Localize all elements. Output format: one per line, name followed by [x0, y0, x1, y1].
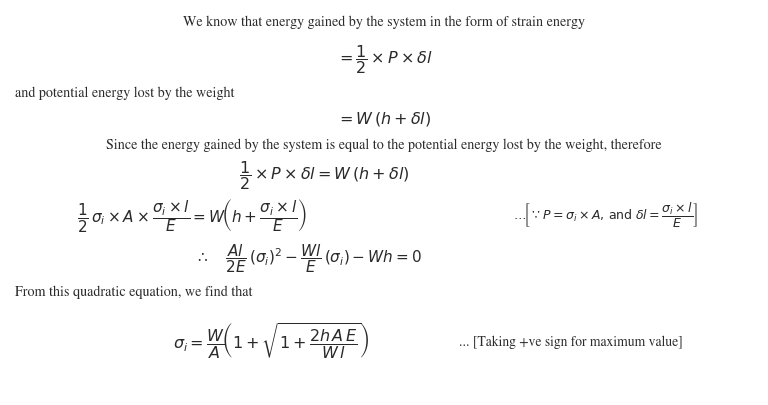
Text: From this quadratic equation, we find that: From this quadratic equation, we find th…: [15, 285, 253, 298]
Text: $\dfrac{1}{2}\,\sigma_i \times A \times \dfrac{\sigma_i \times l}{E} = W\!\left(: $\dfrac{1}{2}\,\sigma_i \times A \times …: [77, 197, 307, 234]
Text: and potential energy lost by the weight: and potential energy lost by the weight: [15, 87, 235, 100]
Text: $\sigma_i = \dfrac{W}{A}\!\left(1 + \sqrt{1 + \dfrac{2h\,A\,E}{W\,l}}\right)$: $\sigma_i = \dfrac{W}{A}\!\left(1 + \sqr…: [173, 322, 369, 361]
Text: $\ldots\!\left[\because P = \sigma_i \times A,\,\text{and}\;\delta l = \dfrac{\s: $\ldots\!\left[\because P = \sigma_i \ti…: [514, 201, 699, 230]
Text: We know that energy gained by the system in the form of strain energy: We know that energy gained by the system…: [183, 15, 585, 29]
Text: $= \dfrac{1}{2} \times P \times \delta l$: $= \dfrac{1}{2} \times P \times \delta l…: [336, 43, 432, 76]
Text: $= W\,(h + \delta l)$: $= W\,(h + \delta l)$: [336, 110, 432, 128]
Text: ... [Taking +ve sign for maximum value]: ... [Taking +ve sign for maximum value]: [459, 335, 683, 348]
Text: $\dfrac{1}{2} \times P \times \delta l = W\,(h + \delta l)$: $\dfrac{1}{2} \times P \times \delta l =…: [239, 159, 409, 192]
Text: $\therefore\quad\dfrac{Al}{2E}\,(\sigma_i)^2 - \dfrac{Wl}{E}\,(\sigma_i) - Wh = : $\therefore\quad\dfrac{Al}{2E}\,(\sigma_…: [195, 242, 422, 275]
Text: Since the energy gained by the system is equal to the potential energy lost by t: Since the energy gained by the system is…: [106, 138, 662, 151]
